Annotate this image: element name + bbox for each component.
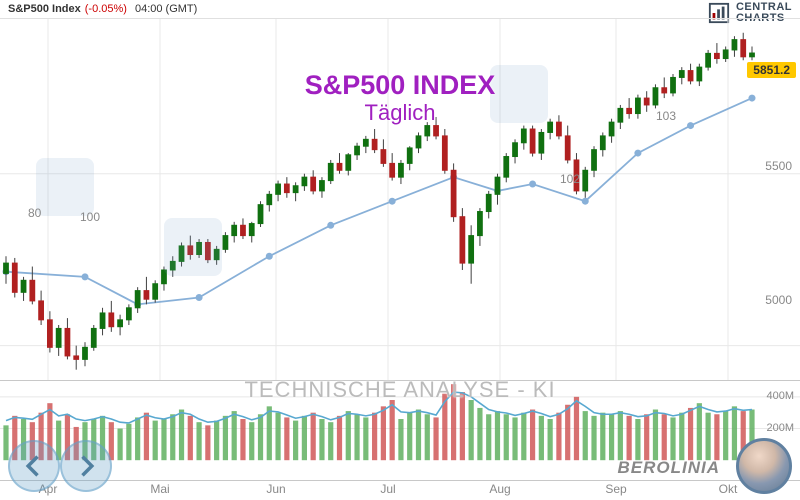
watermark-icon: [164, 218, 222, 276]
assistant-avatar[interactable]: [736, 438, 792, 494]
ma-value-label: 80: [28, 206, 41, 220]
x-axis-label: Okt: [719, 482, 738, 496]
watermark-icon: [490, 65, 548, 123]
x-axis-label: Mai: [150, 482, 169, 496]
instrument-name: S&P500 Index: [8, 3, 81, 15]
x-axis: AprMaiJunJulAugSepOkt: [0, 480, 800, 500]
ma-value-label: 100: [80, 210, 100, 224]
price-change: (-0.05%): [85, 3, 127, 15]
timestamp: 04:00 (GMT): [135, 3, 197, 15]
y-axis-label: 5500: [763, 159, 794, 173]
footer-brand: BEROLINIA: [618, 458, 721, 478]
nav-prev-button[interactable]: [8, 440, 60, 492]
nav-next-button[interactable]: [60, 440, 112, 492]
y-axis-label: 5000: [763, 293, 794, 307]
volume-y-label: 400M: [766, 390, 794, 402]
chart-header: S&P500 Index (-0.05%) 04:00 (GMT): [0, 0, 800, 18]
arrow-right-icon: [72, 452, 100, 480]
x-axis-label: Jul: [380, 482, 395, 496]
current-price-badge: 5851.2: [747, 62, 796, 78]
ma-value-label: 102: [560, 172, 580, 186]
x-axis-label: Jun: [266, 482, 285, 496]
x-axis-label: Sep: [605, 482, 626, 496]
ma-value-label: 103: [656, 109, 676, 123]
watermark-icon: [36, 158, 94, 216]
price-chart[interactable]: [0, 18, 800, 380]
arrow-left-icon: [20, 452, 48, 480]
volume-y-label: 200M: [766, 422, 794, 434]
x-axis-label: Aug: [489, 482, 510, 496]
